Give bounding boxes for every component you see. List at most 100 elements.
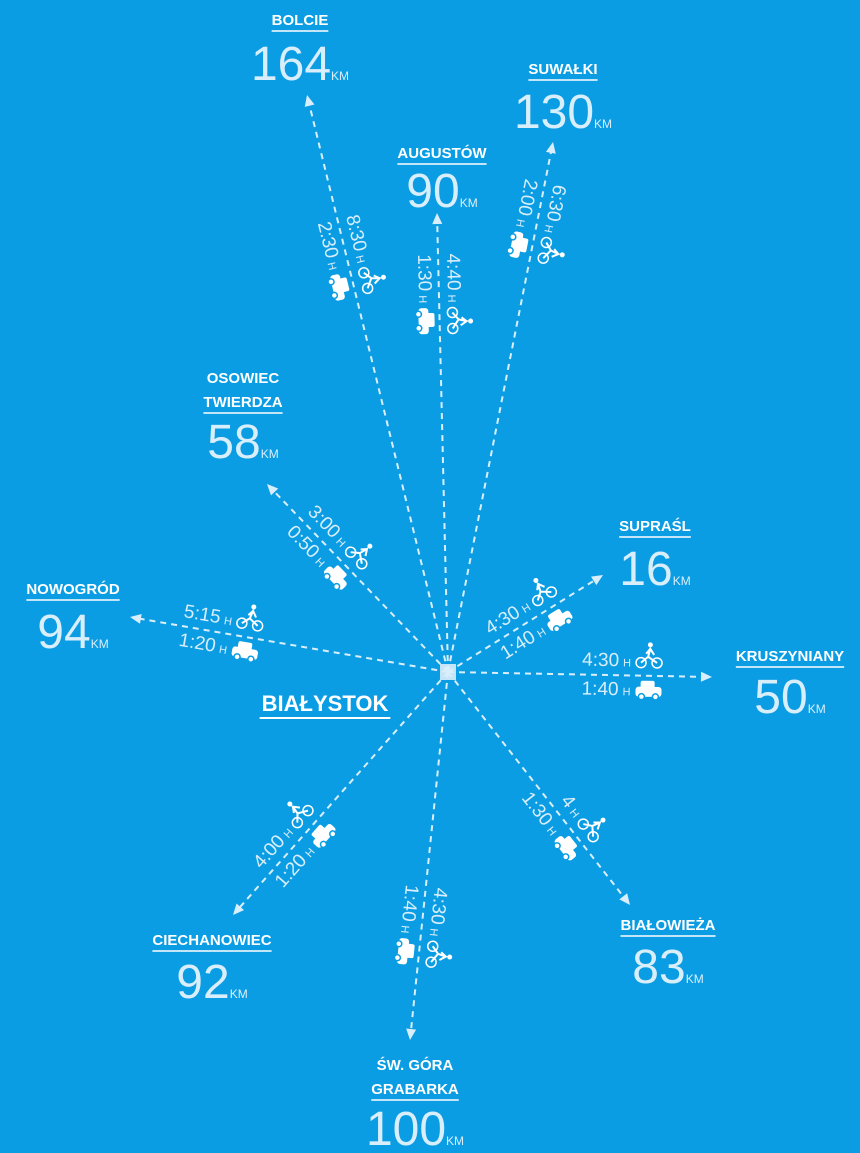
bike-head [600,817,606,823]
bike-time: 4:30 H [425,887,451,938]
destination-name: NOWOGRÓD [26,580,119,598]
bike-head [251,604,257,610]
bike-wheel [358,267,370,279]
car-wheel [323,572,331,581]
car-icon [506,231,529,258]
time-value: 4:40 [442,253,464,290]
route-line [307,102,449,673]
bike-icon [236,604,264,632]
route-line [447,671,705,678]
time-unit: H [427,928,440,937]
car-wheel [319,840,328,849]
arrow-head [619,893,630,905]
bike-wheel [545,586,558,598]
distance-value: 92 [176,956,229,1009]
destination-name: OSOWIEC [207,370,280,387]
car-body [323,566,347,590]
bike-wheel [236,617,248,629]
car-wheel [327,278,335,286]
bike-rider [241,608,259,627]
time-unit: H [223,615,233,628]
car-wheel [393,953,402,962]
arrow-head [304,95,315,107]
bike-icon [358,267,386,295]
distance: 90KM [406,165,477,218]
bike-icon [537,236,565,264]
car-wheel [552,625,561,633]
time-unit: H [445,294,457,302]
car-icon [327,274,350,301]
route-line [237,671,449,910]
car-wheel [330,291,339,300]
bike-head [380,274,386,280]
distance: 16KM [619,543,690,596]
destination-name: TWIERDZA [203,394,282,411]
car-wheel [395,940,403,948]
route-line [447,671,626,900]
car-roof [311,824,326,840]
bike-head [468,318,474,324]
time-unit: H [622,686,630,698]
bike-icon [425,940,453,968]
car-wheel [247,655,255,663]
arrow-head [545,142,556,154]
distance-unit: KM [91,637,109,651]
bike-wheel [446,306,459,319]
bike-rider [350,546,369,564]
bike-head [533,577,539,583]
car-roof [426,312,435,328]
bike-wheel [577,818,590,830]
distance-value: 83 [632,941,685,994]
distance-unit: KM [594,117,612,131]
car-wheel [506,246,514,255]
distance: 50KM [754,671,825,724]
distance-value: 90 [406,165,459,218]
distance: 92KM [176,956,247,1009]
time-unit: H [416,295,428,303]
car-roof [237,641,253,651]
distance-value: 94 [37,606,90,659]
car-body [547,610,573,631]
distance: 83KM [632,941,703,994]
bike-icon [577,817,606,843]
time-unit: H [218,644,228,657]
arrow-head [130,613,142,624]
car-wheel [561,853,570,861]
bike-time: 4:30 H [582,650,631,672]
time-value: 1:30 [413,254,435,291]
route-line [137,617,449,673]
car-icon [231,641,258,663]
time-unit: H [398,925,411,934]
car-body [554,836,577,861]
car-wheel [509,233,517,241]
destination-name: BIAŁOWIEŻA [621,917,716,934]
bike-wheel [425,956,437,968]
bike-rider [583,820,602,837]
time-value: 4:30 [582,650,619,672]
destination-name: BOLCIE [272,12,329,29]
distance-value: 58 [207,416,260,469]
car-icon [323,565,347,591]
bike-wheel [651,657,663,669]
bike-wheel [447,322,459,335]
bike-wheel [361,282,374,295]
bike-head [367,543,373,549]
distance: 130KM [514,86,612,139]
time-value: 1:40 [397,884,422,923]
destination-name: SUPRAŚL [619,517,691,535]
car-time: 1:40 H [581,679,630,701]
bike-rider [363,271,382,289]
distance-value: 16 [619,543,672,596]
car-icon [393,938,415,965]
bike-time: 4:40 H [442,253,464,302]
destination-name: AUGUSTÓW [397,144,487,162]
destination-name: GRABARKA [371,1081,459,1098]
car-wheel [332,582,341,591]
bike-rider [542,241,561,259]
distance-value: 100 [366,1103,446,1153]
destination-name: CIECHANOWIEC [152,932,271,949]
distance-unit: KM [261,447,279,461]
car-roof [563,835,577,851]
distance: 58KM [207,416,278,469]
car-wheel [637,692,646,701]
